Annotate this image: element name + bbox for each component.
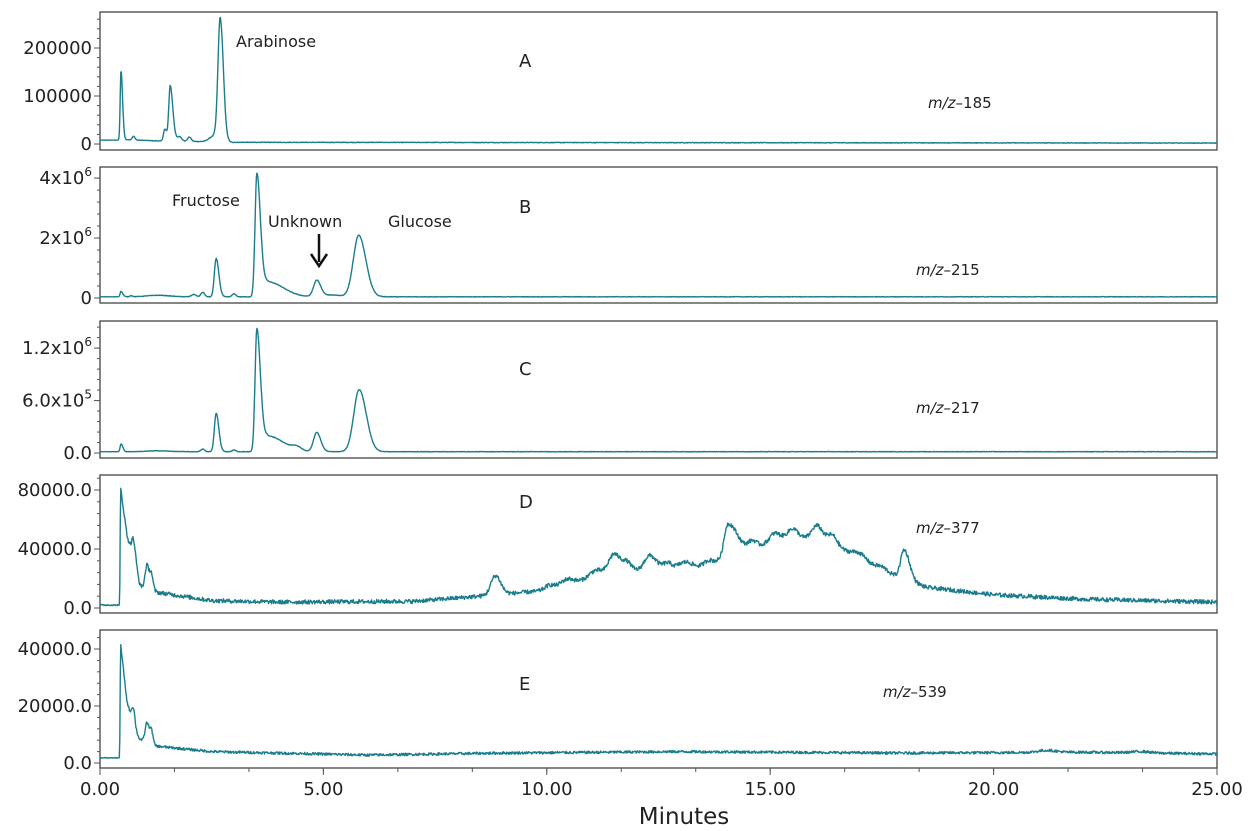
panel-frame [99,474,1218,614]
mz-prefix: m/z [916,519,945,537]
x-tick-label: 5.00 [303,779,343,800]
mz-prefix: m/z [916,261,945,279]
trace-line-b [99,172,1218,298]
panel-letter: C [519,359,532,380]
y-tick-label-exponent: 5 [84,388,92,402]
y-tick-label-exponent: 6 [84,335,92,349]
peak-annotation-glucose: Glucose [388,212,452,231]
y-tick-label: 40000.0 [18,539,92,560]
panel-letter: B [519,197,531,218]
panel-letter: D [519,492,533,513]
mz-value: –377 [944,519,980,537]
x-tick-label: 0.00 [80,779,120,800]
mz-label: m/z–215 [916,261,980,279]
mz-value: –539 [911,683,947,701]
mz-label: m/z–377 [916,519,980,537]
panel-frame [99,629,1218,769]
x-tick-label: 15.00 [744,779,796,800]
panel-letter: A [519,51,532,72]
mz-prefix: m/z [883,683,912,701]
y-tick-label: 0.0 [63,443,92,464]
x-tick-label: 10.00 [521,779,573,800]
y-tick-label: 100000 [23,86,92,107]
x-tick-label: 25.00 [1191,779,1243,800]
y-tick-label: 40000.0 [18,639,92,660]
y-tick-label-base: 0.0 [63,443,92,464]
y-tick-label: 80000.0 [18,480,92,501]
mz-label: m/z–539 [883,683,947,701]
mz-value: –215 [944,261,980,279]
trace-line-a [99,16,1218,144]
unknown-arrow-icon [309,234,329,269]
mz-prefix: m/z [916,399,945,417]
y-tick-label: 2x106 [39,225,92,249]
panel-frame [99,11,1218,151]
y-tick-label-base: 2x10 [39,228,84,249]
mz-prefix: m/z [928,94,957,112]
y-tick-label: 0 [81,134,92,155]
mz-label: m/z–185 [928,94,992,112]
trace-line-c [99,327,1218,453]
panel-c: 0.0 6.0x105 1.2x106 Cm/z–217 [22,320,1218,464]
y-tick-label-exponent: 6 [84,225,92,239]
mz-label: m/z–217 [916,399,980,417]
panel-frame [99,166,1218,304]
peak-annotation-arabinose: Arabinose [236,32,316,51]
mz-value: –185 [956,94,992,112]
mz-value: –217 [944,399,980,417]
y-tick-label: 0.0 [63,598,92,619]
y-tick-label-exponent: 6 [84,165,92,179]
panel-d: 0.0 40000.0 80000.0 Dm/z–377 [18,474,1218,619]
y-tick-label-base: 0 [81,288,92,309]
y-tick-label: 0.0 [63,753,92,774]
x-tick-label: 20.00 [968,779,1020,800]
trace-line-d [99,487,1218,607]
y-tick-label: 20000.0 [18,696,92,717]
x-axis-label: Minutes [639,804,730,830]
trace-line-e [99,644,1218,759]
panel-frame [99,320,1218,459]
y-tick-label: 6.0x105 [22,388,92,412]
y-tick-label: 0 [81,288,92,309]
peak-annotation-fructose: Fructose [172,191,240,210]
y-tick-label: 4x106 [39,165,92,189]
peak-annotation-unknown: Unknown [268,212,342,231]
y-tick-label-base: 1.2x10 [22,338,84,359]
y-tick-label-base: 6.0x10 [22,391,84,412]
panel-letter: E [519,674,530,695]
y-tick-label-base: 4x10 [39,168,84,189]
panel-e: 0.0 20000.0 40000.0 E m/z–539 [18,629,1218,774]
panel-a: 0 100000 200000 Am/z–185 Arabinose [23,11,1218,155]
y-tick-label: 1.2x106 [22,335,92,359]
y-tick-label: 200000 [23,38,92,59]
